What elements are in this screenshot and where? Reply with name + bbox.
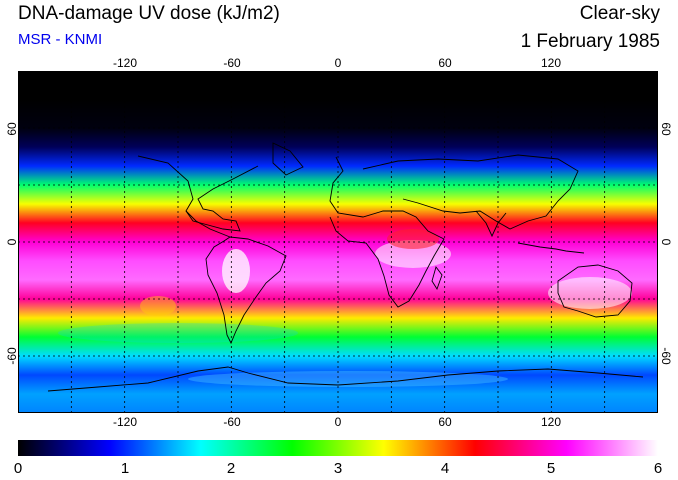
antarctica-coast xyxy=(47,366,644,392)
lon-tick-top: 0 xyxy=(334,56,342,70)
date-label: 1 February 1985 xyxy=(520,31,660,52)
colorbar-label: 0 xyxy=(13,460,23,477)
colorbar xyxy=(18,440,658,456)
lon-tick-bottom: 60 xyxy=(438,415,452,429)
lon-tick-bottom: 0 xyxy=(334,415,342,429)
antarctic-coast-band xyxy=(188,371,508,387)
graticule xyxy=(18,71,658,413)
lat-tick-right: -60 xyxy=(659,347,673,365)
lat-tick-left: 60 xyxy=(5,122,19,136)
lon-tick-top: 60 xyxy=(438,56,452,70)
hotspot-australia xyxy=(548,277,632,309)
colorbar-label: 3 xyxy=(333,460,343,477)
pacific-yellow-patch xyxy=(140,296,176,316)
colorbar-label: 4 xyxy=(440,460,450,477)
lat-tick-right: 60 xyxy=(659,122,673,136)
credit-label: MSR - KNMI xyxy=(18,31,103,48)
uv-dose-map xyxy=(18,71,658,413)
colorbar-label: 6 xyxy=(653,460,663,477)
asia-coast xyxy=(362,154,579,230)
africa-red-region xyxy=(387,229,439,249)
lon-tick-top: -60 xyxy=(223,56,241,70)
map-border xyxy=(18,71,658,413)
indonesia-coast xyxy=(517,242,585,254)
central-america-coast xyxy=(185,210,231,238)
lon-tick-bottom: -120 xyxy=(112,415,138,429)
lat-tick-right: 0 xyxy=(659,238,673,246)
hotspot-andes xyxy=(222,249,250,293)
sky-condition-label: Clear-sky xyxy=(579,3,660,24)
madagascar-coast xyxy=(431,266,443,291)
south-america-coast xyxy=(205,236,287,345)
europe-africa-coast xyxy=(329,156,445,308)
north-america-coast xyxy=(137,155,259,232)
map-title: DNA-damage UV dose (kJ/m2) xyxy=(18,3,280,24)
lon-tick-bottom: 120 xyxy=(540,415,562,429)
lat-tick-left: 0 xyxy=(5,238,19,246)
lon-tick-top: -120 xyxy=(112,56,138,70)
lon-tick-top: 120 xyxy=(540,56,562,70)
colorbar-label: 1 xyxy=(120,460,130,477)
lat-tick-left: -60 xyxy=(5,347,19,365)
australia-coast xyxy=(557,264,633,318)
colorbar-label: 5 xyxy=(546,460,556,477)
lon-tick-bottom: -60 xyxy=(223,415,241,429)
greenland-coast xyxy=(272,142,304,176)
colorbar-label: 2 xyxy=(226,460,236,477)
india-coast xyxy=(475,210,507,238)
hotspot-africa xyxy=(375,240,451,268)
coastlines xyxy=(47,142,658,392)
